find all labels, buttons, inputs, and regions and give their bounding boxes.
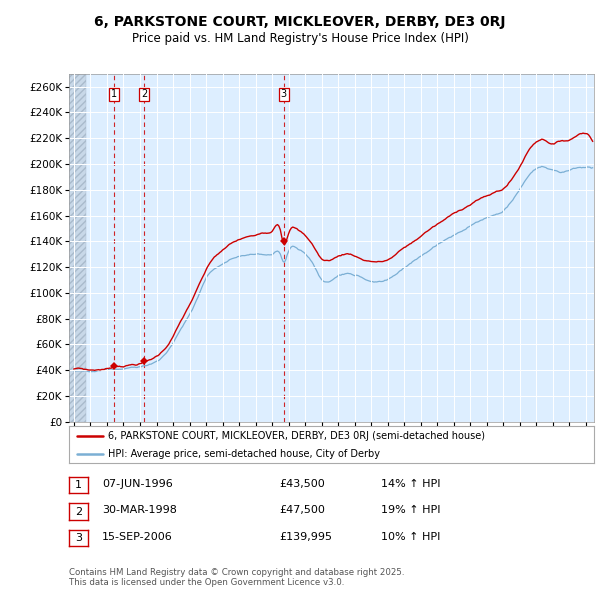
Text: 14% ↑ HPI: 14% ↑ HPI — [381, 479, 440, 489]
Text: 19% ↑ HPI: 19% ↑ HPI — [381, 506, 440, 515]
Text: £47,500: £47,500 — [279, 506, 325, 515]
Text: 2: 2 — [141, 90, 147, 99]
Text: 07-JUN-1996: 07-JUN-1996 — [102, 479, 173, 489]
Text: 6, PARKSTONE COURT, MICKLEOVER, DERBY, DE3 0RJ: 6, PARKSTONE COURT, MICKLEOVER, DERBY, D… — [94, 15, 506, 29]
Text: £139,995: £139,995 — [279, 532, 332, 542]
Text: 3: 3 — [281, 90, 287, 99]
Text: 3: 3 — [75, 533, 82, 543]
Text: 30-MAR-1998: 30-MAR-1998 — [102, 506, 177, 515]
Polygon shape — [69, 74, 86, 422]
Text: 15-SEP-2006: 15-SEP-2006 — [102, 532, 173, 542]
Text: 1: 1 — [111, 90, 117, 99]
Text: 2: 2 — [75, 507, 82, 516]
Text: 10% ↑ HPI: 10% ↑ HPI — [381, 532, 440, 542]
Text: 6, PARKSTONE COURT, MICKLEOVER, DERBY, DE3 0RJ (semi-detached house): 6, PARKSTONE COURT, MICKLEOVER, DERBY, D… — [109, 431, 485, 441]
Text: Price paid vs. HM Land Registry's House Price Index (HPI): Price paid vs. HM Land Registry's House … — [131, 32, 469, 45]
Text: 1: 1 — [75, 480, 82, 490]
Text: HPI: Average price, semi-detached house, City of Derby: HPI: Average price, semi-detached house,… — [109, 449, 380, 459]
Text: £43,500: £43,500 — [279, 479, 325, 489]
Text: Contains HM Land Registry data © Crown copyright and database right 2025.
This d: Contains HM Land Registry data © Crown c… — [69, 568, 404, 587]
